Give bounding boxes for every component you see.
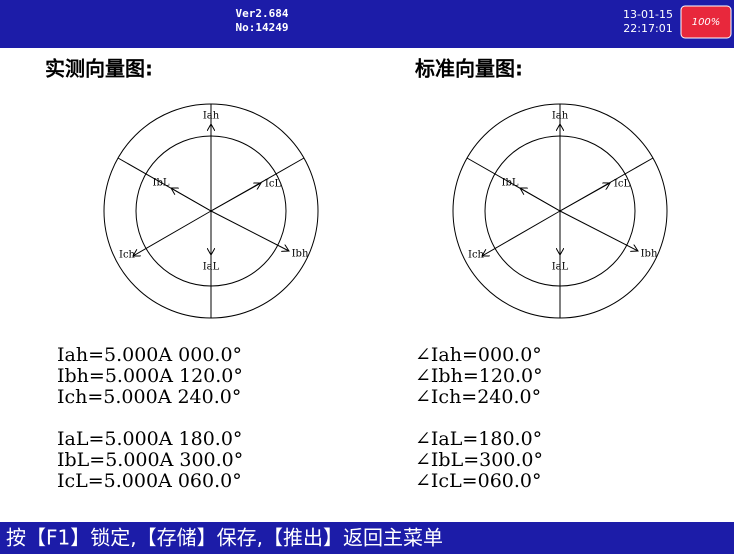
reading: Iah=5.000A 000.0° [57, 344, 242, 366]
phasor-label: IcL [614, 179, 631, 190]
reading: Ich=5.000A 240.0° [57, 386, 241, 408]
battery [680, 5, 732, 39]
footer-bar [0, 522, 734, 554]
phasor-arrow [559, 183, 610, 212]
phasor-label: IaL [552, 262, 569, 273]
phasor-label: IaL [203, 262, 220, 273]
reading: IcL=5.000A 060.0° [57, 470, 242, 492]
reading: Ibh=5.000A 120.0° [57, 365, 243, 387]
phasor-label: Ich [119, 250, 136, 261]
panel-title: 标准向量图: [415, 57, 523, 81]
phasor-label: Ibh [641, 249, 658, 260]
phasor-label: Ibh [292, 249, 309, 260]
phasor-arrow [133, 210, 212, 256]
version: Ver2.684 [236, 7, 289, 20]
phasor-arrow [520, 188, 561, 212]
phasor-arrow [210, 210, 289, 251]
phasor-label: IbL [153, 178, 170, 189]
reading: IbL=5.000A 300.0° [57, 449, 243, 471]
header-bar [0, 0, 734, 48]
reading: ∠IbL=300.0° [415, 449, 543, 471]
reading: ∠Iah=000.0° [415, 344, 542, 366]
battery-level: 100% [692, 17, 721, 28]
reading: ∠Ibh=120.0° [415, 365, 543, 387]
reading: ∠Ich=240.0° [415, 386, 541, 408]
time: 22:17:01 [623, 22, 672, 35]
date: 13-01-15 [623, 8, 673, 21]
reading: IaL=5.000A 180.0° [57, 428, 242, 450]
phasor-arrow [171, 188, 212, 212]
phasor-label: Iah [203, 111, 220, 122]
serial: No:14249 [236, 21, 289, 34]
panel-title: 实测向量图: [45, 57, 153, 81]
reading: ∠IaL=180.0° [415, 428, 542, 450]
phasor-label: IbL [502, 178, 519, 189]
phasor-arrow [559, 210, 638, 251]
phasor-arrow [210, 183, 261, 212]
footer-hint: 按【F1】锁定,【存储】保存,【推出】返回主菜单 [6, 526, 443, 550]
phasor-label: IcL [265, 179, 282, 190]
phasor-arrow [482, 210, 561, 256]
phasor-label: Iah [552, 111, 569, 122]
reading: ∠IcL=060.0° [415, 470, 542, 492]
phasor-label: Ich [468, 250, 485, 261]
